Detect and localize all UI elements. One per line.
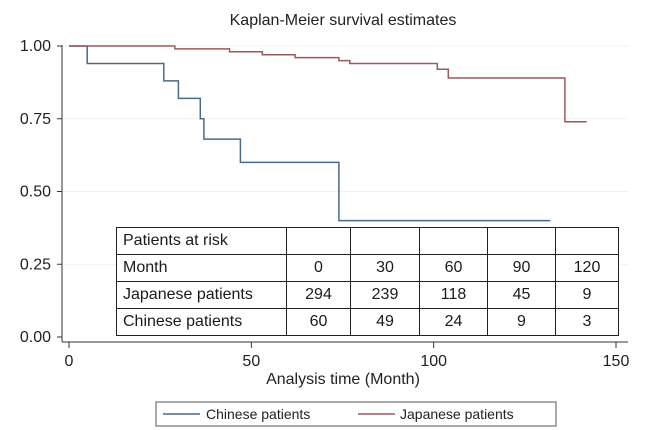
x-tick-label: 100 (420, 353, 447, 370)
x-ticks: 0 50 100 150 (65, 342, 630, 370)
empty-cell (286, 227, 351, 255)
legend-label-japanese: Japanese patients (400, 406, 514, 422)
month-cell: 0 (286, 254, 351, 282)
series-lines (69, 45, 587, 222)
empty-cell (350, 227, 420, 255)
survival-curve-chinese (69, 45, 551, 222)
risk-count-cell: 3 (555, 308, 619, 336)
month-cell: 60 (419, 254, 488, 282)
risk-count-cell: 118 (419, 281, 488, 309)
month-cell: 120 (555, 254, 619, 282)
legend-box (155, 401, 557, 427)
risk-count-cell: 45 (487, 281, 556, 309)
x-axis-label: Analysis time (Month) (266, 371, 420, 388)
y-tick-label: 0.00 (20, 329, 51, 346)
patients-at-risk-table: Patients at risk Month 0 30 60 90 120 Ja… (116, 227, 619, 336)
risk-count-cell: 49 (350, 308, 420, 336)
x-tick-label: 0 (65, 353, 74, 370)
survival-curve-japanese (69, 45, 587, 123)
y-tick-label: 0.75 (20, 111, 51, 128)
risk-table-row-japanese: Japanese patients 294 239 118 45 9 (116, 281, 619, 309)
month-cell: 90 (487, 254, 556, 282)
axes (61, 45, 628, 343)
y-ticks: 0.00 0.25 0.50 0.75 1.00 (20, 38, 62, 346)
risk-table-header-label: Month (116, 254, 287, 282)
legend: Chinese patients Japanese patients (155, 401, 557, 427)
risk-table-header-row: Month 0 30 60 90 120 (116, 254, 619, 282)
risk-count-cell: 239 (350, 281, 420, 309)
y-tick-label: 0.50 (20, 184, 51, 201)
empty-cell (555, 227, 619, 255)
empty-cell (487, 227, 556, 255)
risk-table-title-row: Patients at risk (116, 227, 619, 255)
risk-count-cell: 9 (487, 308, 556, 336)
empty-cell (419, 227, 488, 255)
month-cell: 30 (350, 254, 420, 282)
x-tick-label: 50 (242, 353, 260, 370)
row-label: Chinese patients (116, 308, 287, 336)
risk-count-cell: 294 (286, 281, 351, 309)
risk-count-cell: 9 (555, 281, 619, 309)
chart-title: Kaplan-Meier survival estimates (230, 12, 457, 29)
legend-label-chinese: Chinese patients (206, 406, 310, 422)
risk-table-row-chinese: Chinese patients 60 49 24 9 3 (116, 308, 619, 336)
y-tick-label: 1.00 (20, 38, 51, 55)
risk-count-cell: 24 (419, 308, 488, 336)
risk-table-title: Patients at risk (116, 227, 287, 255)
x-tick-label: 150 (603, 353, 630, 370)
risk-count-cell: 60 (286, 308, 351, 336)
y-tick-label: 0.25 (20, 256, 51, 273)
row-label: Japanese patients (116, 281, 287, 309)
